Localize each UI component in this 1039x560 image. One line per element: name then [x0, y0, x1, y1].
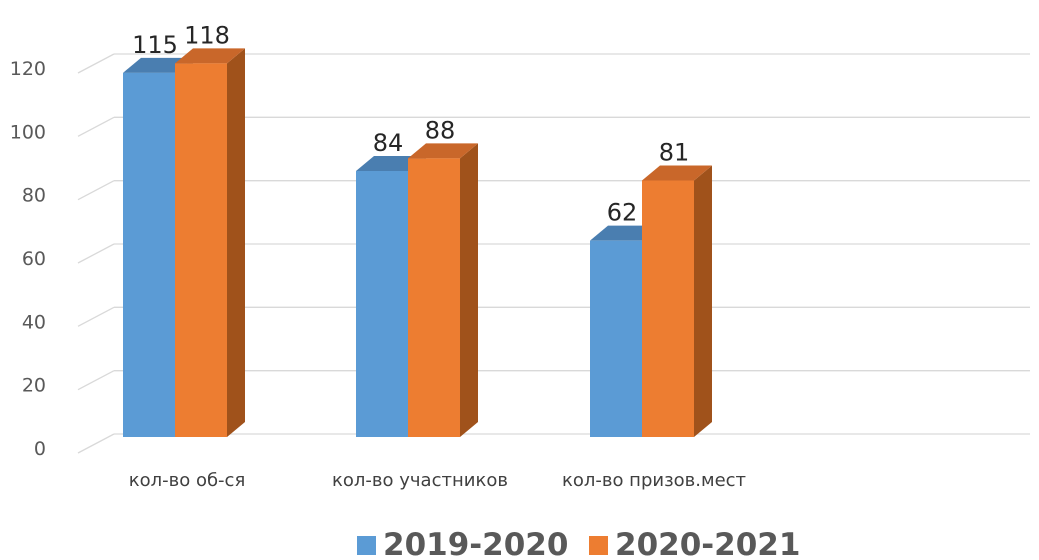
gridline-diag: [77, 306, 115, 327]
data-label: 62: [607, 199, 638, 227]
x-tick-label: кол-во об-ся: [129, 470, 246, 491]
bar-side: [694, 165, 712, 437]
x-axis: кол-во об-ся кол-во участников кол-во приз…: [129, 470, 746, 491]
data-label: 84: [373, 129, 404, 157]
legend-swatch: [589, 536, 608, 555]
bar: [123, 72, 175, 437]
bar-top: [175, 48, 245, 64]
bar: [175, 63, 227, 437]
gridline-diag: [77, 370, 115, 391]
x-tick-label: кол-во призов.мест: [562, 470, 746, 491]
data-label: 81: [659, 139, 690, 167]
bar-top: [408, 143, 478, 159]
data-label: 88: [425, 116, 456, 144]
data-label: 115: [132, 31, 178, 59]
bar-top: [642, 165, 712, 181]
gridline-diag: [77, 53, 115, 74]
y-tick-label: 0: [34, 438, 46, 460]
x-tick-label: кол-во участников: [332, 470, 508, 491]
gridline-diag: [77, 180, 115, 201]
y-tick-label: 20: [22, 375, 46, 397]
gridline-diag: [77, 433, 115, 454]
bar: [408, 158, 460, 438]
legend-label: 2019-2020: [383, 527, 568, 560]
y-tick-label: 60: [22, 248, 46, 270]
data-label: 118: [184, 21, 230, 49]
gridlines: [77, 53, 1030, 454]
gridline-diag: [77, 116, 115, 137]
bar-side: [460, 143, 478, 438]
legend: 2019-2020 2020-2021: [357, 527, 800, 560]
legend-swatch: [357, 536, 376, 555]
y-tick-label: 120: [10, 58, 46, 80]
bar: [356, 171, 408, 437]
bar-side: [227, 48, 245, 437]
bar: [642, 180, 694, 437]
legend-label: 2020-2021: [615, 527, 800, 560]
y-tick-label: 80: [22, 185, 46, 207]
y-tick-label: 40: [22, 311, 46, 333]
gridline-diag: [77, 243, 115, 264]
y-tick-label: 100: [10, 121, 46, 143]
y-axis: 0 20 40 60 80 100 120: [10, 58, 46, 460]
bar: [590, 240, 642, 437]
bars: 115 118 84 88 62 81: [123, 21, 712, 438]
